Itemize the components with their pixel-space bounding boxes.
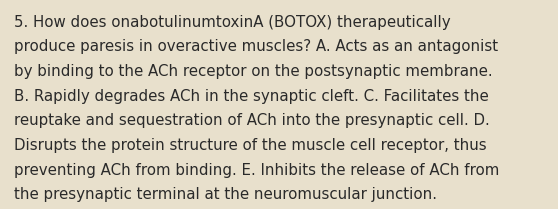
Text: B. Rapidly degrades ACh in the synaptic cleft. C. Facilitates the: B. Rapidly degrades ACh in the synaptic … [14, 89, 489, 104]
Text: the presynaptic terminal at the neuromuscular junction.: the presynaptic terminal at the neuromus… [14, 187, 437, 202]
Text: 5. How does onabotulinumtoxinA (BOTOX) therapeutically: 5. How does onabotulinumtoxinA (BOTOX) t… [14, 15, 450, 30]
Text: produce paresis in overactive muscles? A. Acts as an antagonist: produce paresis in overactive muscles? A… [14, 39, 498, 54]
Text: by binding to the ACh receptor on the postsynaptic membrane.: by binding to the ACh receptor on the po… [14, 64, 493, 79]
Text: preventing ACh from binding. E. Inhibits the release of ACh from: preventing ACh from binding. E. Inhibits… [14, 163, 499, 178]
Text: Disrupts the protein structure of the muscle cell receptor, thus: Disrupts the protein structure of the mu… [14, 138, 487, 153]
Text: reuptake and sequestration of ACh into the presynaptic cell. D.: reuptake and sequestration of ACh into t… [14, 113, 490, 128]
